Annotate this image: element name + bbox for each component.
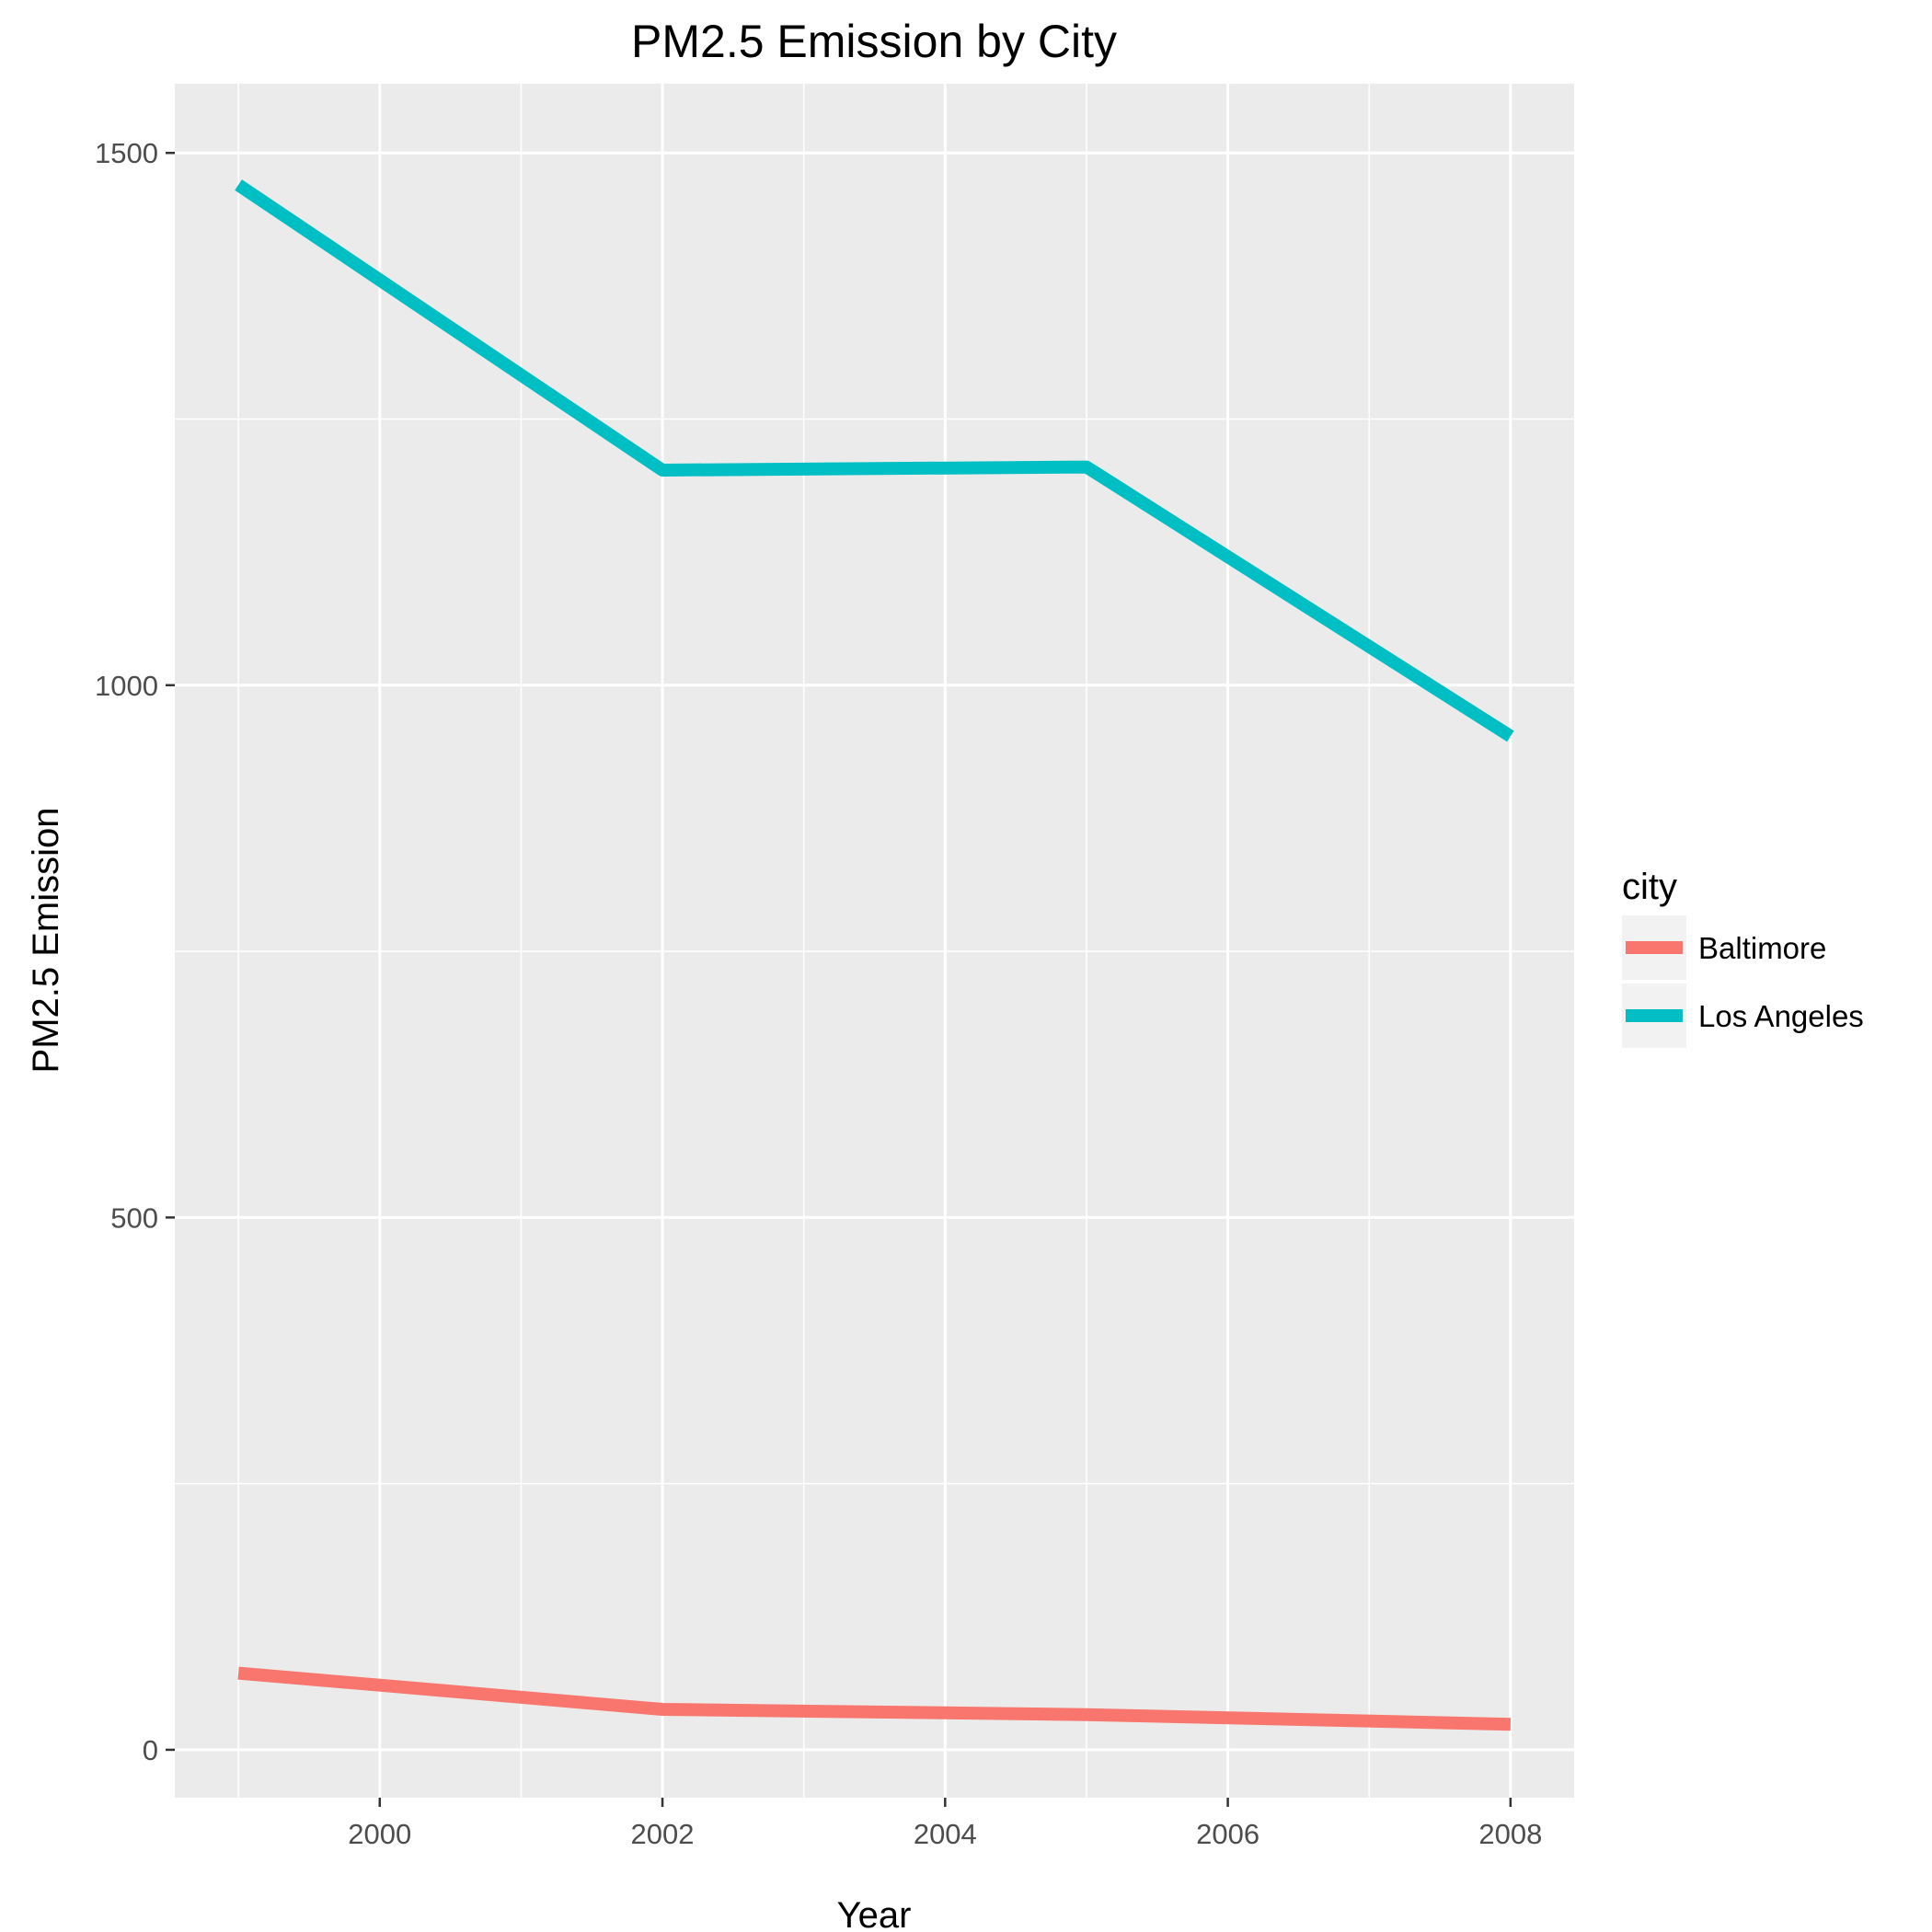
y-tick-label: 1500 [95,137,158,169]
plot-panel [175,84,1574,1798]
axis-ticks [166,151,1512,1807]
series-line-baltimore [237,1666,1512,1731]
y-tick-labels: 0 500 1000 1500 [95,137,158,1766]
x-tick-label: 2008 [1478,1818,1542,1850]
chart-title: PM2.5 Emission by City [631,16,1117,67]
legend-label-baltimore: Baltimore [1698,931,1826,965]
x-tick-label: 2006 [1196,1818,1259,1850]
y-tick-label: 1000 [95,670,158,702]
y-tick-label: 0 [143,1734,158,1766]
legend-title: city [1622,867,1677,907]
legend-label-los-angeles: Los Angeles [1698,999,1864,1033]
x-tick-label: 2004 [914,1818,977,1850]
x-tick-label: 2002 [631,1818,695,1850]
legend: city Baltimore Los Angeles [1622,867,1864,1048]
x-tick-labels: 2000 2002 2004 2006 2008 [348,1818,1542,1850]
x-axis-title: Year [837,1895,912,1932]
grid-major [175,84,1574,1798]
x-tick-label: 2000 [348,1818,411,1850]
series-layer [235,179,1514,1731]
legend-items: Baltimore Los Angeles [1622,915,1864,1048]
y-tick-label: 500 [110,1202,158,1234]
series-line-los-angeles [235,179,1514,742]
y-axis-title: PM2.5 Emission [26,808,66,1074]
